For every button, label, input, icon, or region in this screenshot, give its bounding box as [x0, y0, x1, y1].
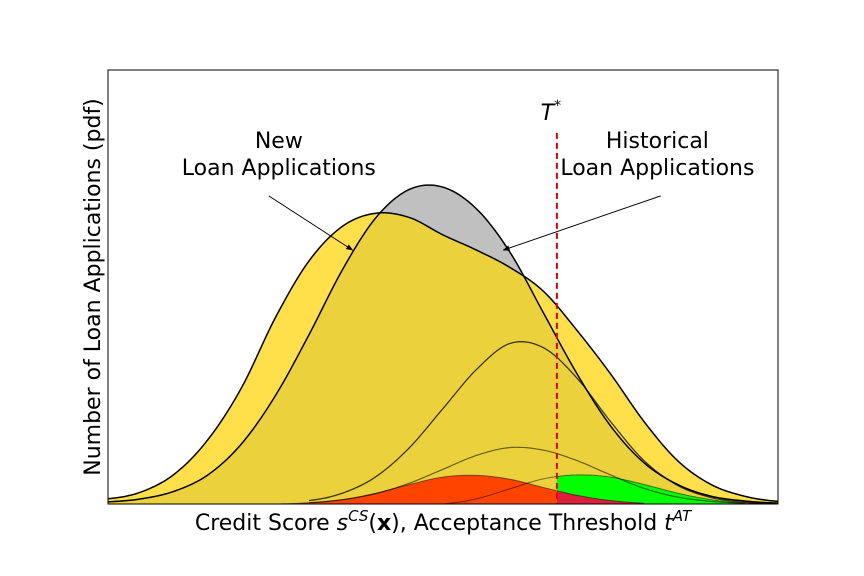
- plot-frame: [107, 69, 779, 505]
- historical-applications-line: [108, 184, 778, 504]
- annotation-arrow-historical: [502, 195, 661, 251]
- x-axis-label-prefix: Credit Score: [195, 511, 337, 536]
- green-component-line: [442, 474, 745, 504]
- overlap-area: [108, 212, 778, 504]
- annotation-new: New Loan Applications: [182, 129, 376, 181]
- annotation-arrow-new: [268, 195, 354, 251]
- new-applications-line: [108, 212, 778, 503]
- red-green-overlap-area: [556, 490, 644, 504]
- x-axis-label-open: (: [368, 511, 377, 536]
- x-axis-label-t-sup: AT: [672, 507, 693, 525]
- x-axis-label-s-sup: CS: [348, 507, 369, 525]
- x-axis-label-close: ), Acceptance Threshold: [391, 511, 664, 536]
- x-axis-label-t: t: [664, 511, 674, 536]
- threshold-label: T*: [541, 98, 561, 126]
- component-large-line: [308, 341, 778, 504]
- red-component-area: [275, 475, 557, 504]
- green-component-area: [556, 474, 745, 504]
- annotation-historical: Historical Loan Applications: [560, 129, 754, 181]
- red-component-line: [275, 474, 645, 504]
- plot-area: [108, 132, 778, 504]
- x-axis-label-s: s: [337, 511, 348, 536]
- annotation-layer: T* New Loan Applications Historical Loan App…: [182, 98, 754, 251]
- y-axis-label: Number of Loan Applications (pdf): [81, 98, 106, 476]
- x-axis-label: Credit Score sCS(x), Acceptance Threshol…: [195, 507, 693, 536]
- x-axis-label-x: x: [377, 511, 391, 536]
